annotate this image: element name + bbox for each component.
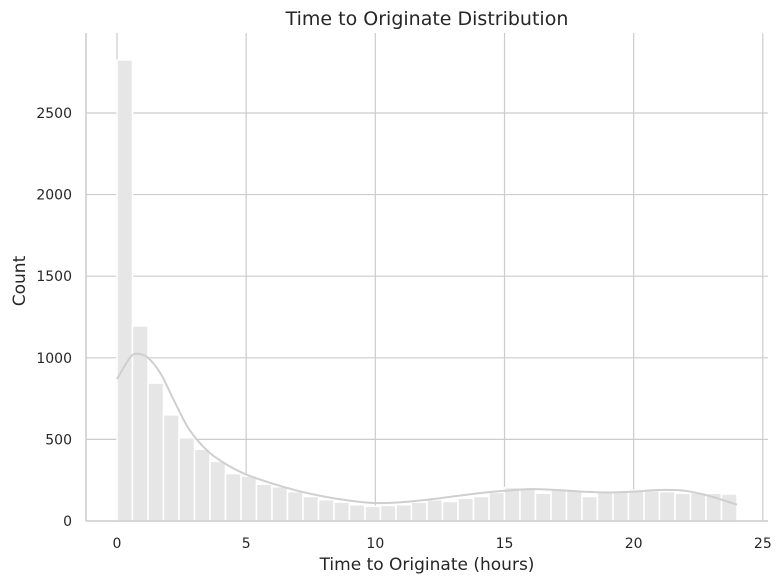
- y-tick-label: 2500: [36, 106, 72, 122]
- histogram-bar: [550, 489, 568, 522]
- histogram-bar: [627, 489, 645, 522]
- histogram-bar: [426, 499, 444, 522]
- grid: [86, 33, 768, 521]
- x-tick-label: 25: [754, 536, 772, 552]
- histogram-bar: [472, 495, 490, 522]
- histogram-bar: [689, 491, 707, 522]
- histogram-bar: [255, 483, 273, 522]
- kde-curve: [116, 352, 738, 506]
- histogram-bar: [674, 492, 692, 522]
- x-tick-label: 5: [242, 536, 251, 552]
- histogram-bar: [565, 490, 583, 522]
- histogram-bar: [612, 490, 630, 522]
- y-axis-label: Count: [10, 255, 30, 306]
- chart-title: Time to Originate Distribution: [285, 8, 569, 30]
- histogram-bar: [488, 491, 506, 522]
- histogram-bar: [224, 472, 242, 522]
- x-tick-label: 15: [496, 536, 514, 552]
- x-tick-label: 0: [113, 536, 122, 552]
- histogram-bar: [271, 485, 289, 522]
- y-tick-labels: 0 500 1000 1500 2000 2500: [36, 106, 72, 530]
- y-tick-label: 0: [63, 514, 72, 530]
- histogram-bar: [596, 491, 614, 522]
- histogram-bar: [147, 382, 165, 522]
- histogram-bar: [333, 501, 351, 522]
- histogram-bar: [348, 503, 366, 522]
- histogram-bar: [317, 499, 335, 522]
- histogram-bar: [643, 490, 661, 522]
- histogram-bar: [534, 492, 552, 522]
- histogram-bar: [441, 500, 459, 522]
- histogram-bar: [209, 460, 227, 522]
- x-tick-label: 20: [625, 536, 643, 552]
- histogram-bar: [286, 490, 304, 522]
- histogram-bar: [503, 486, 521, 522]
- histogram-bar: [379, 504, 397, 522]
- histogram-bar: [193, 448, 211, 522]
- histogram-bar: [519, 487, 537, 522]
- y-tick-label: 1500: [36, 269, 72, 285]
- histogram-bar: [364, 505, 382, 522]
- histogram-bar: [240, 475, 258, 522]
- histogram-bar: [116, 59, 134, 522]
- histogram-bar: [162, 414, 180, 522]
- y-tick-label: 2000: [36, 188, 72, 204]
- histogram-bar: [720, 493, 738, 522]
- x-axis-label: Time to Originate (hours): [319, 555, 535, 575]
- histogram-bar: [581, 495, 599, 522]
- histogram-bar: [658, 490, 676, 522]
- y-tick-label: 500: [45, 432, 72, 448]
- histogram-bar: [457, 497, 475, 522]
- histogram-bar: [395, 503, 413, 522]
- histogram-bar: [410, 501, 428, 522]
- histogram-bar: [302, 495, 320, 522]
- y-tick-label: 1000: [36, 351, 72, 367]
- x-tick-label: 10: [366, 536, 384, 552]
- x-tick-labels: 0 5 10 15 20 25: [113, 536, 772, 552]
- histogram-bar: [178, 437, 196, 522]
